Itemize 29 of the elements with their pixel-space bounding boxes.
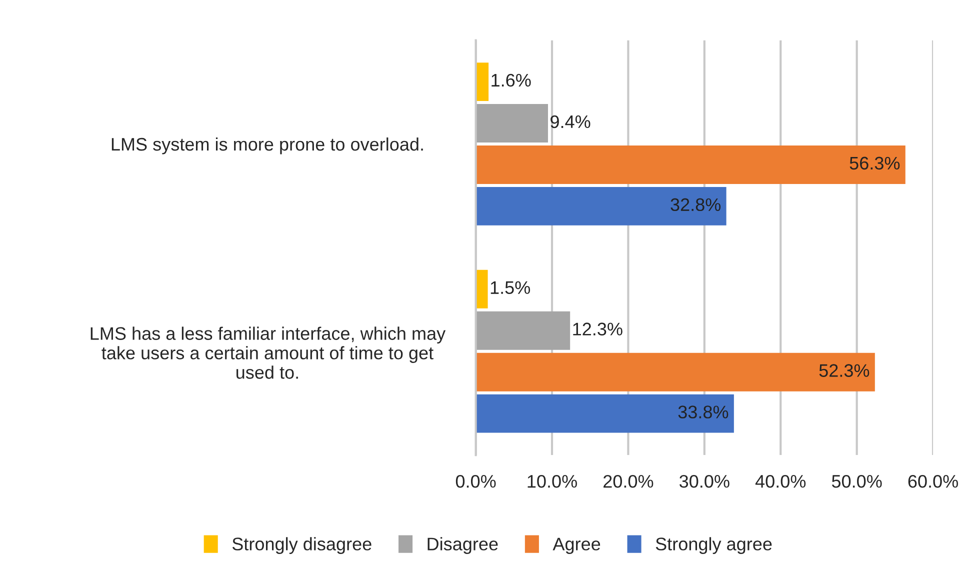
x-tick-label: 60.0% — [908, 474, 958, 488]
bar — [476, 104, 548, 142]
bar — [476, 146, 906, 184]
y-tick-label: LMS has a less familiar interface, which may take users a certain amount of time to get used to. — [90, 326, 446, 379]
bar — [476, 352, 875, 392]
data-label: 56.3% — [850, 156, 900, 170]
data-label: 1.6% — [492, 74, 531, 87]
y-tick-label: LMS system is more prone to overload. — [112, 137, 423, 154]
x-tick-label: 20.0% — [604, 474, 654, 488]
x-tick-label: 50.0% — [832, 474, 882, 488]
data-label: 9.4% — [550, 115, 590, 128]
bar — [476, 270, 488, 308]
data-label: 33.8% — [678, 406, 728, 418]
data-label: 12.3% — [573, 322, 622, 336]
bar — [476, 62, 489, 102]
bar — [476, 311, 570, 350]
legend-label: Disagree — [428, 537, 498, 554]
x-tick-label: 0.0% — [456, 474, 496, 488]
legend-label: Strongly agree — [656, 537, 772, 554]
bar — [476, 394, 734, 433]
x-tick-label: 10.0% — [528, 474, 577, 488]
data-label: 1.5% — [490, 281, 530, 294]
x-tick-label: 40.0% — [755, 474, 806, 488]
bar — [476, 186, 726, 226]
data-label: 52.3% — [819, 364, 870, 377]
legend-label: Strongly disagree — [232, 537, 372, 554]
legend-label: Agree — [552, 538, 600, 554]
data-label: 32.8% — [670, 198, 721, 212]
x-tick-label: 30.0% — [680, 474, 730, 488]
